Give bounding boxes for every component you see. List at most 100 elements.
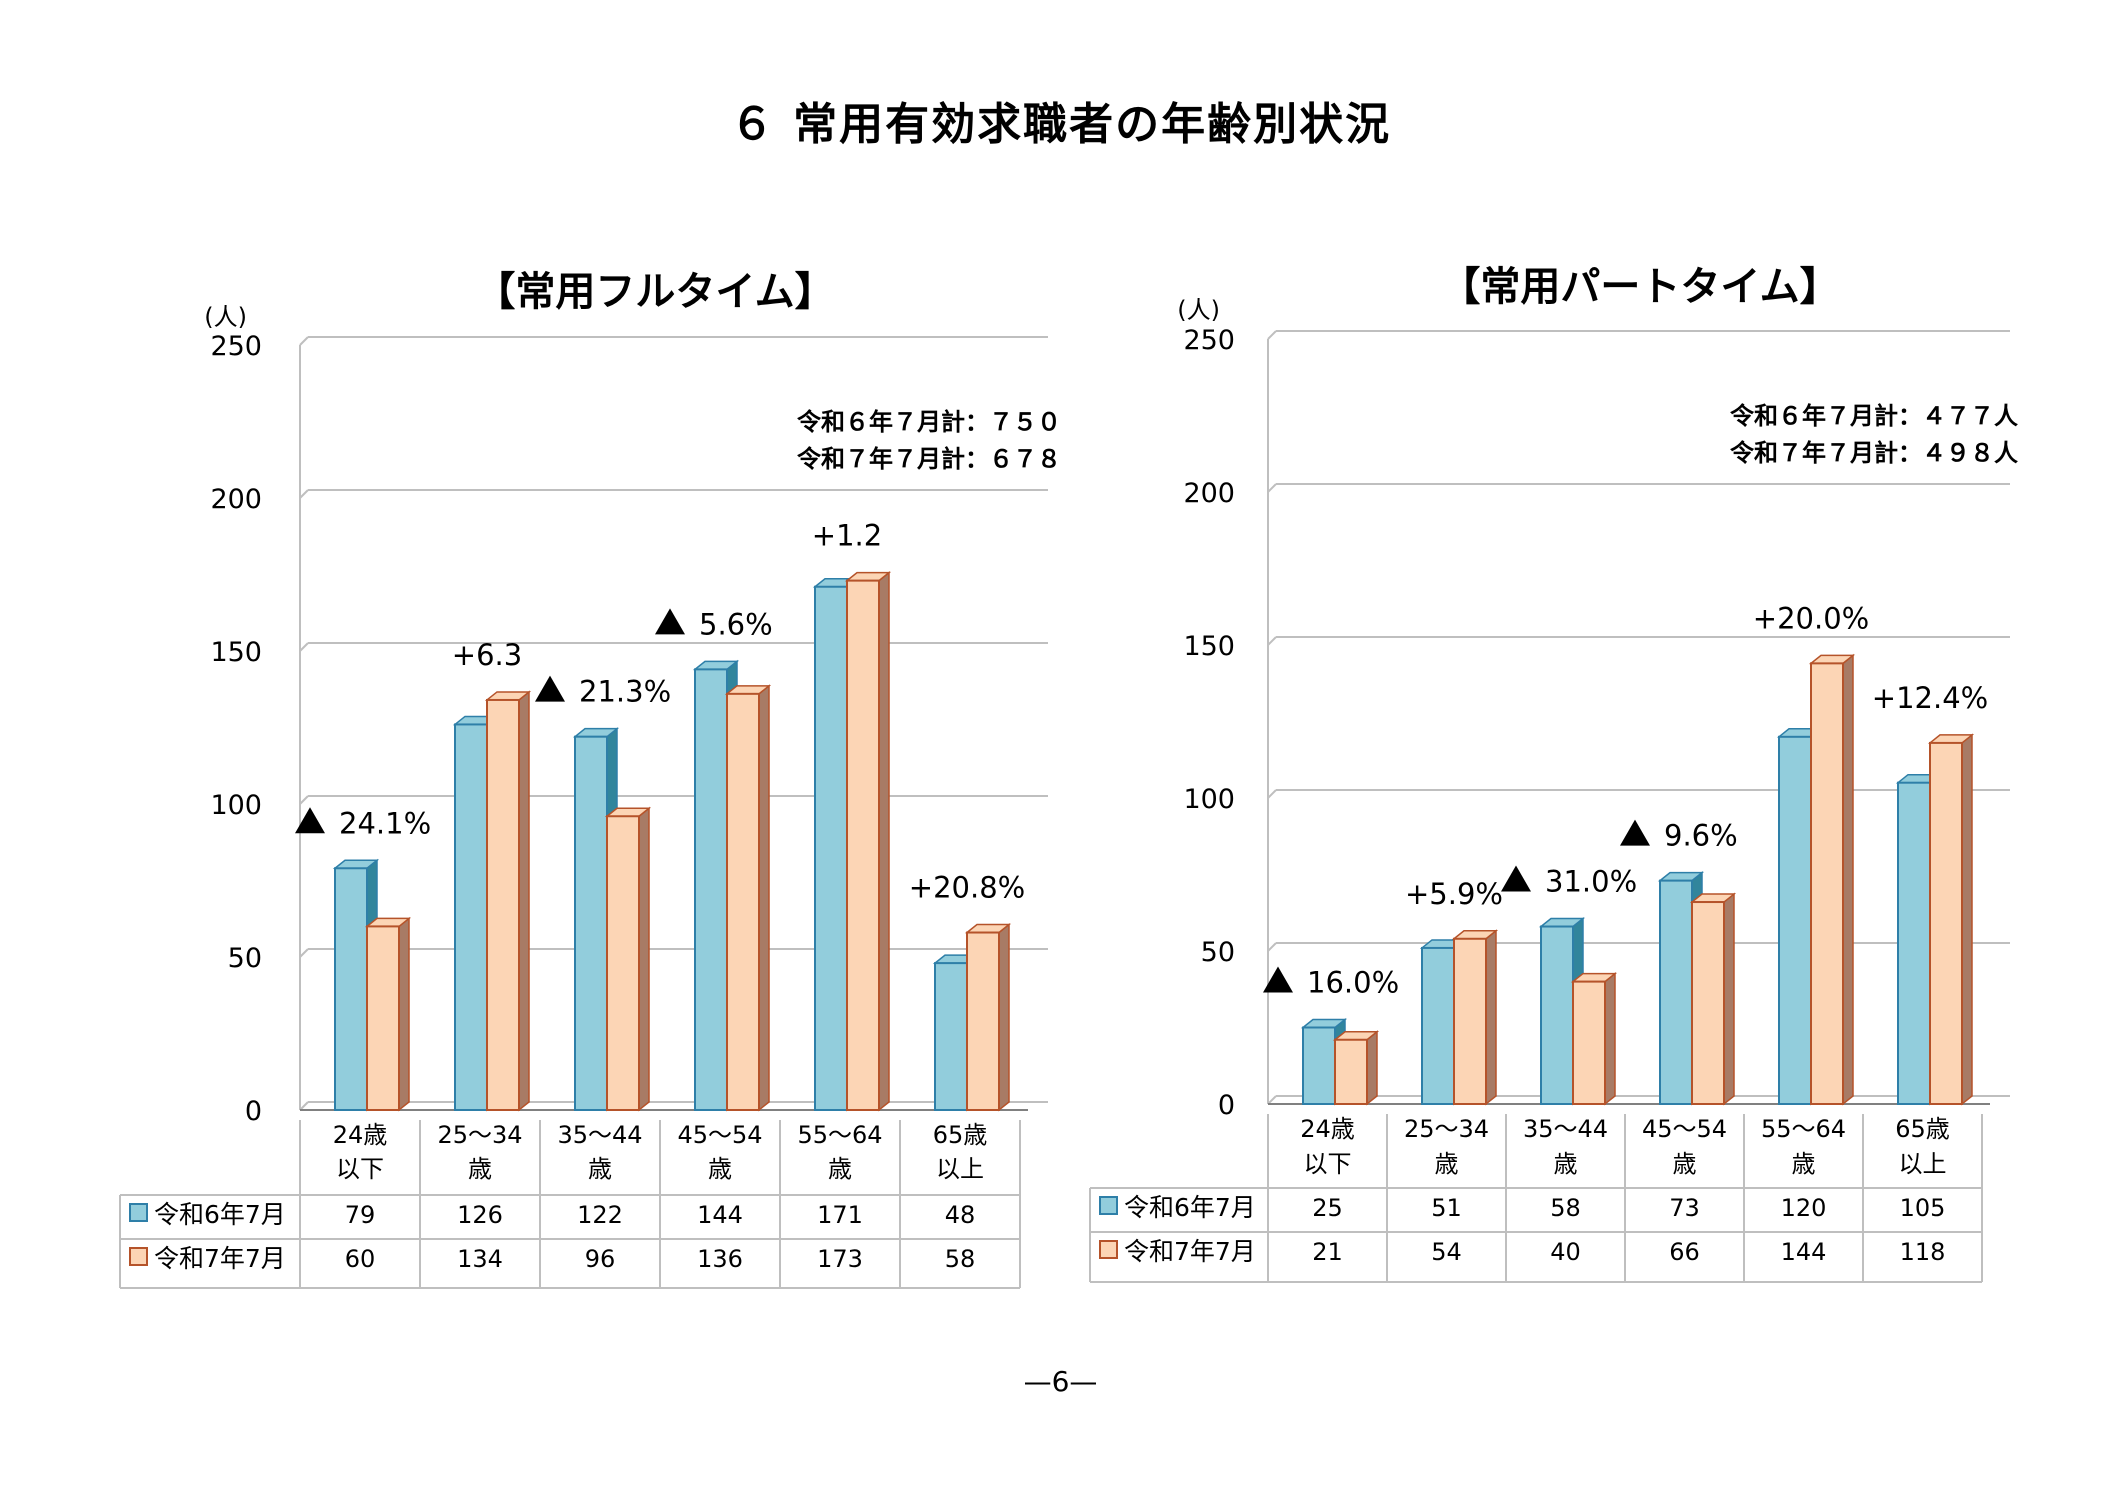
y-tick-label: 100 xyxy=(210,790,262,821)
bar-side xyxy=(1723,892,1735,1106)
bar-series1 xyxy=(1540,925,1574,1106)
change-label: +12.4% xyxy=(1872,681,1988,715)
bar-series1 xyxy=(1302,1026,1336,1105)
category-label: 35～44 xyxy=(1523,1115,1608,1143)
legend-swatch xyxy=(1099,1196,1118,1215)
table-cell-value: 58 xyxy=(945,1245,976,1273)
chart-title: 【常用パートタイム】 xyxy=(1440,264,1839,310)
y-tick-label: 150 xyxy=(210,637,262,668)
table-cell-value: 48 xyxy=(945,1201,976,1229)
bar-series1 xyxy=(694,668,728,1111)
grid-diag-50 xyxy=(1267,942,1277,952)
y-tick-label: 250 xyxy=(210,331,262,362)
decrease-triangle-icon xyxy=(295,807,325,834)
legend-swatch xyxy=(129,1203,148,1222)
change-label: 9.6% xyxy=(1664,819,1738,853)
bar-series2 xyxy=(1691,901,1725,1105)
category-label: 歳 xyxy=(708,1155,732,1183)
bar-series2 xyxy=(366,925,400,1112)
bar-series1 xyxy=(814,585,848,1111)
category-label: 55～64 xyxy=(1761,1115,1846,1143)
change-label: +20.0% xyxy=(1753,601,1869,635)
table-cell-value: 96 xyxy=(585,1245,616,1273)
y-unit-label: (人) xyxy=(204,303,247,331)
bar-series1 xyxy=(1659,879,1693,1105)
bar-series1 xyxy=(934,962,968,1111)
change-label: 24.1% xyxy=(339,806,431,840)
table-cell-value: 21 xyxy=(1312,1238,1343,1266)
table-cell-value: 118 xyxy=(1900,1238,1946,1266)
total-label: 令和６年７月計：４７７人 xyxy=(1730,402,2018,430)
total-label: 令和７年７月計：６７８人 xyxy=(797,445,1060,473)
change-label: +20.8% xyxy=(909,871,1025,905)
y-tick-label: 50 xyxy=(1201,937,1235,968)
y-tick-label: 150 xyxy=(1183,631,1235,662)
table-cell-value: 79 xyxy=(345,1201,376,1229)
category-label: 65歳 xyxy=(1895,1115,1950,1143)
y-tick-label: 50 xyxy=(228,943,262,974)
total-label: 令和７年７月計：４９８人 xyxy=(1730,439,2018,467)
bar-side xyxy=(878,571,890,1112)
bar-series1 xyxy=(1778,735,1812,1105)
bar-side xyxy=(518,690,530,1112)
category-label: 65歳 xyxy=(933,1121,988,1149)
bar-side xyxy=(638,806,650,1112)
table-cell-value: 51 xyxy=(1431,1194,1462,1222)
category-label: 以上 xyxy=(936,1155,984,1183)
bar-side xyxy=(398,916,410,1112)
table-cell-value: 136 xyxy=(697,1245,743,1273)
grid-diag-200 xyxy=(299,489,309,499)
decrease-triangle-icon xyxy=(1263,966,1293,993)
bar-side xyxy=(758,684,770,1112)
bar-series2 xyxy=(726,692,760,1112)
bar-side xyxy=(1961,733,1973,1106)
category-label: 35～44 xyxy=(557,1121,642,1149)
grid-diag-150 xyxy=(1267,636,1277,646)
change-label: +6.3 xyxy=(452,638,522,672)
fulltime-chart: 0 50 100 150 200 250(人) 【常用フルタイム】令和６年７月計：７５０人令… xyxy=(119,269,1060,1289)
bar-series2 xyxy=(1929,741,1963,1105)
table-cell-value: 40 xyxy=(1550,1238,1581,1266)
table-cell-value: 73 xyxy=(1669,1194,1700,1222)
grid-diag-100 xyxy=(299,795,309,805)
y-tick-label: 200 xyxy=(1183,478,1235,509)
category-label: 歳 xyxy=(1554,1150,1578,1178)
change-label: 16.0% xyxy=(1307,966,1399,1000)
category-label: 24歳 xyxy=(1300,1115,1355,1143)
table-cell-value: 126 xyxy=(457,1201,503,1229)
category-label: 歳 xyxy=(588,1155,612,1183)
grid-diag-0 xyxy=(1267,1095,1277,1105)
change-label: 31.0% xyxy=(1545,865,1637,899)
bar-series2 xyxy=(606,815,640,1111)
table-cell-value: 60 xyxy=(345,1245,376,1273)
legend-label: 令和7年7月 xyxy=(154,1244,286,1273)
parttime-chart: 0 50 100 150 200 250(人) 【常用パートタイム】令和６年７月計：４７７人… xyxy=(1089,264,2018,1283)
table-cell-value: 105 xyxy=(1900,1194,1946,1222)
category-label: 45～54 xyxy=(677,1121,762,1149)
table-cell-value: 134 xyxy=(457,1245,503,1273)
table-cell-value: 122 xyxy=(577,1201,623,1229)
table-cell-value: 144 xyxy=(1781,1238,1827,1266)
grid-diag-250 xyxy=(299,336,309,346)
change-label: 21.3% xyxy=(579,675,671,709)
table-cell-value: 25 xyxy=(1312,1194,1343,1222)
decrease-triangle-icon xyxy=(1501,865,1531,892)
page-title: ６ 常用有効求職者の年齢別状況 xyxy=(729,99,1392,150)
grid-diag-100 xyxy=(1267,789,1277,799)
bar-series1 xyxy=(334,867,368,1112)
y-unit-label: (人) xyxy=(1177,296,1220,324)
table-cell-value: 54 xyxy=(1431,1238,1462,1266)
grid-diag-0 xyxy=(299,1101,309,1111)
bar-series2 xyxy=(1334,1038,1368,1105)
category-label: 25～34 xyxy=(1404,1115,1489,1143)
page-number: —6— xyxy=(1023,1365,1098,1398)
y-tick-label: 0 xyxy=(1218,1090,1235,1121)
grid-diag-250 xyxy=(1267,330,1277,340)
change-label: 5.6% xyxy=(699,607,773,641)
table-cell-value: 144 xyxy=(697,1201,743,1229)
bar-side xyxy=(1366,1030,1378,1106)
category-label: 歳 xyxy=(1792,1150,1816,1178)
category-label: 24歳 xyxy=(333,1121,388,1149)
decrease-triangle-icon xyxy=(1620,819,1650,846)
bar-series2 xyxy=(486,698,520,1112)
